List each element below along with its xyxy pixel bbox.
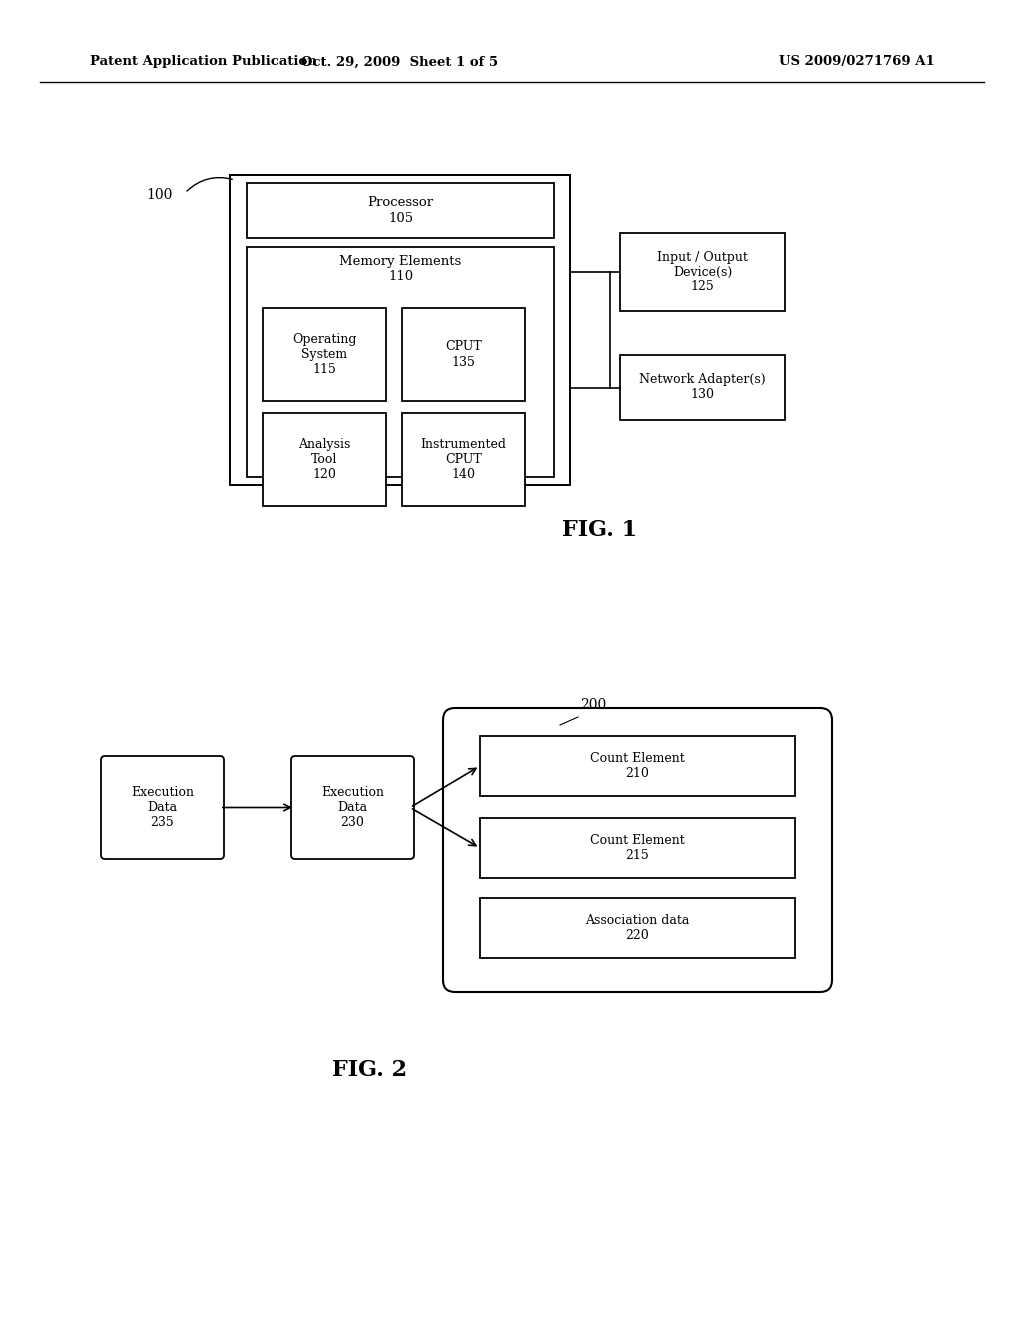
FancyBboxPatch shape: [101, 756, 224, 859]
Text: Count Element
215: Count Element 215: [590, 834, 685, 862]
Text: Patent Application Publication: Patent Application Publication: [90, 55, 316, 69]
Text: Oct. 29, 2009  Sheet 1 of 5: Oct. 29, 2009 Sheet 1 of 5: [301, 55, 499, 69]
Text: Count Element
210: Count Element 210: [590, 752, 685, 780]
Text: CPUT
135: CPUT 135: [445, 341, 482, 368]
Bar: [402, 413, 525, 506]
Text: 200: 200: [580, 698, 606, 711]
Bar: [480, 818, 795, 878]
Text: Association data
220: Association data 220: [586, 913, 690, 942]
Bar: [263, 308, 386, 401]
Bar: [620, 355, 785, 420]
Bar: [620, 234, 785, 312]
Bar: [480, 737, 795, 796]
FancyBboxPatch shape: [443, 708, 831, 993]
Bar: [402, 308, 525, 401]
Text: Memory Elements
110: Memory Elements 110: [339, 255, 462, 282]
Text: 100: 100: [146, 187, 173, 202]
Text: Analysis
Tool
120: Analysis Tool 120: [298, 438, 350, 480]
Text: FIG. 1: FIG. 1: [562, 519, 638, 541]
Text: Execution
Data
230: Execution Data 230: [321, 785, 384, 829]
Text: Input / Output
Device(s)
125: Input / Output Device(s) 125: [657, 251, 748, 293]
Text: Instrumented
CPUT
140: Instrumented CPUT 140: [421, 438, 507, 480]
Bar: [247, 183, 554, 238]
Bar: [263, 413, 386, 506]
Text: US 2009/0271769 A1: US 2009/0271769 A1: [779, 55, 935, 69]
Bar: [230, 176, 570, 484]
Bar: [480, 898, 795, 958]
Text: Processor
105: Processor 105: [368, 197, 433, 224]
Text: FIG. 2: FIG. 2: [333, 1059, 408, 1081]
FancyBboxPatch shape: [291, 756, 414, 859]
Text: Execution
Data
235: Execution Data 235: [131, 785, 194, 829]
Text: Network Adapter(s)
130: Network Adapter(s) 130: [639, 374, 766, 401]
Text: Operating
System
115: Operating System 115: [292, 333, 356, 376]
Bar: [247, 247, 554, 477]
